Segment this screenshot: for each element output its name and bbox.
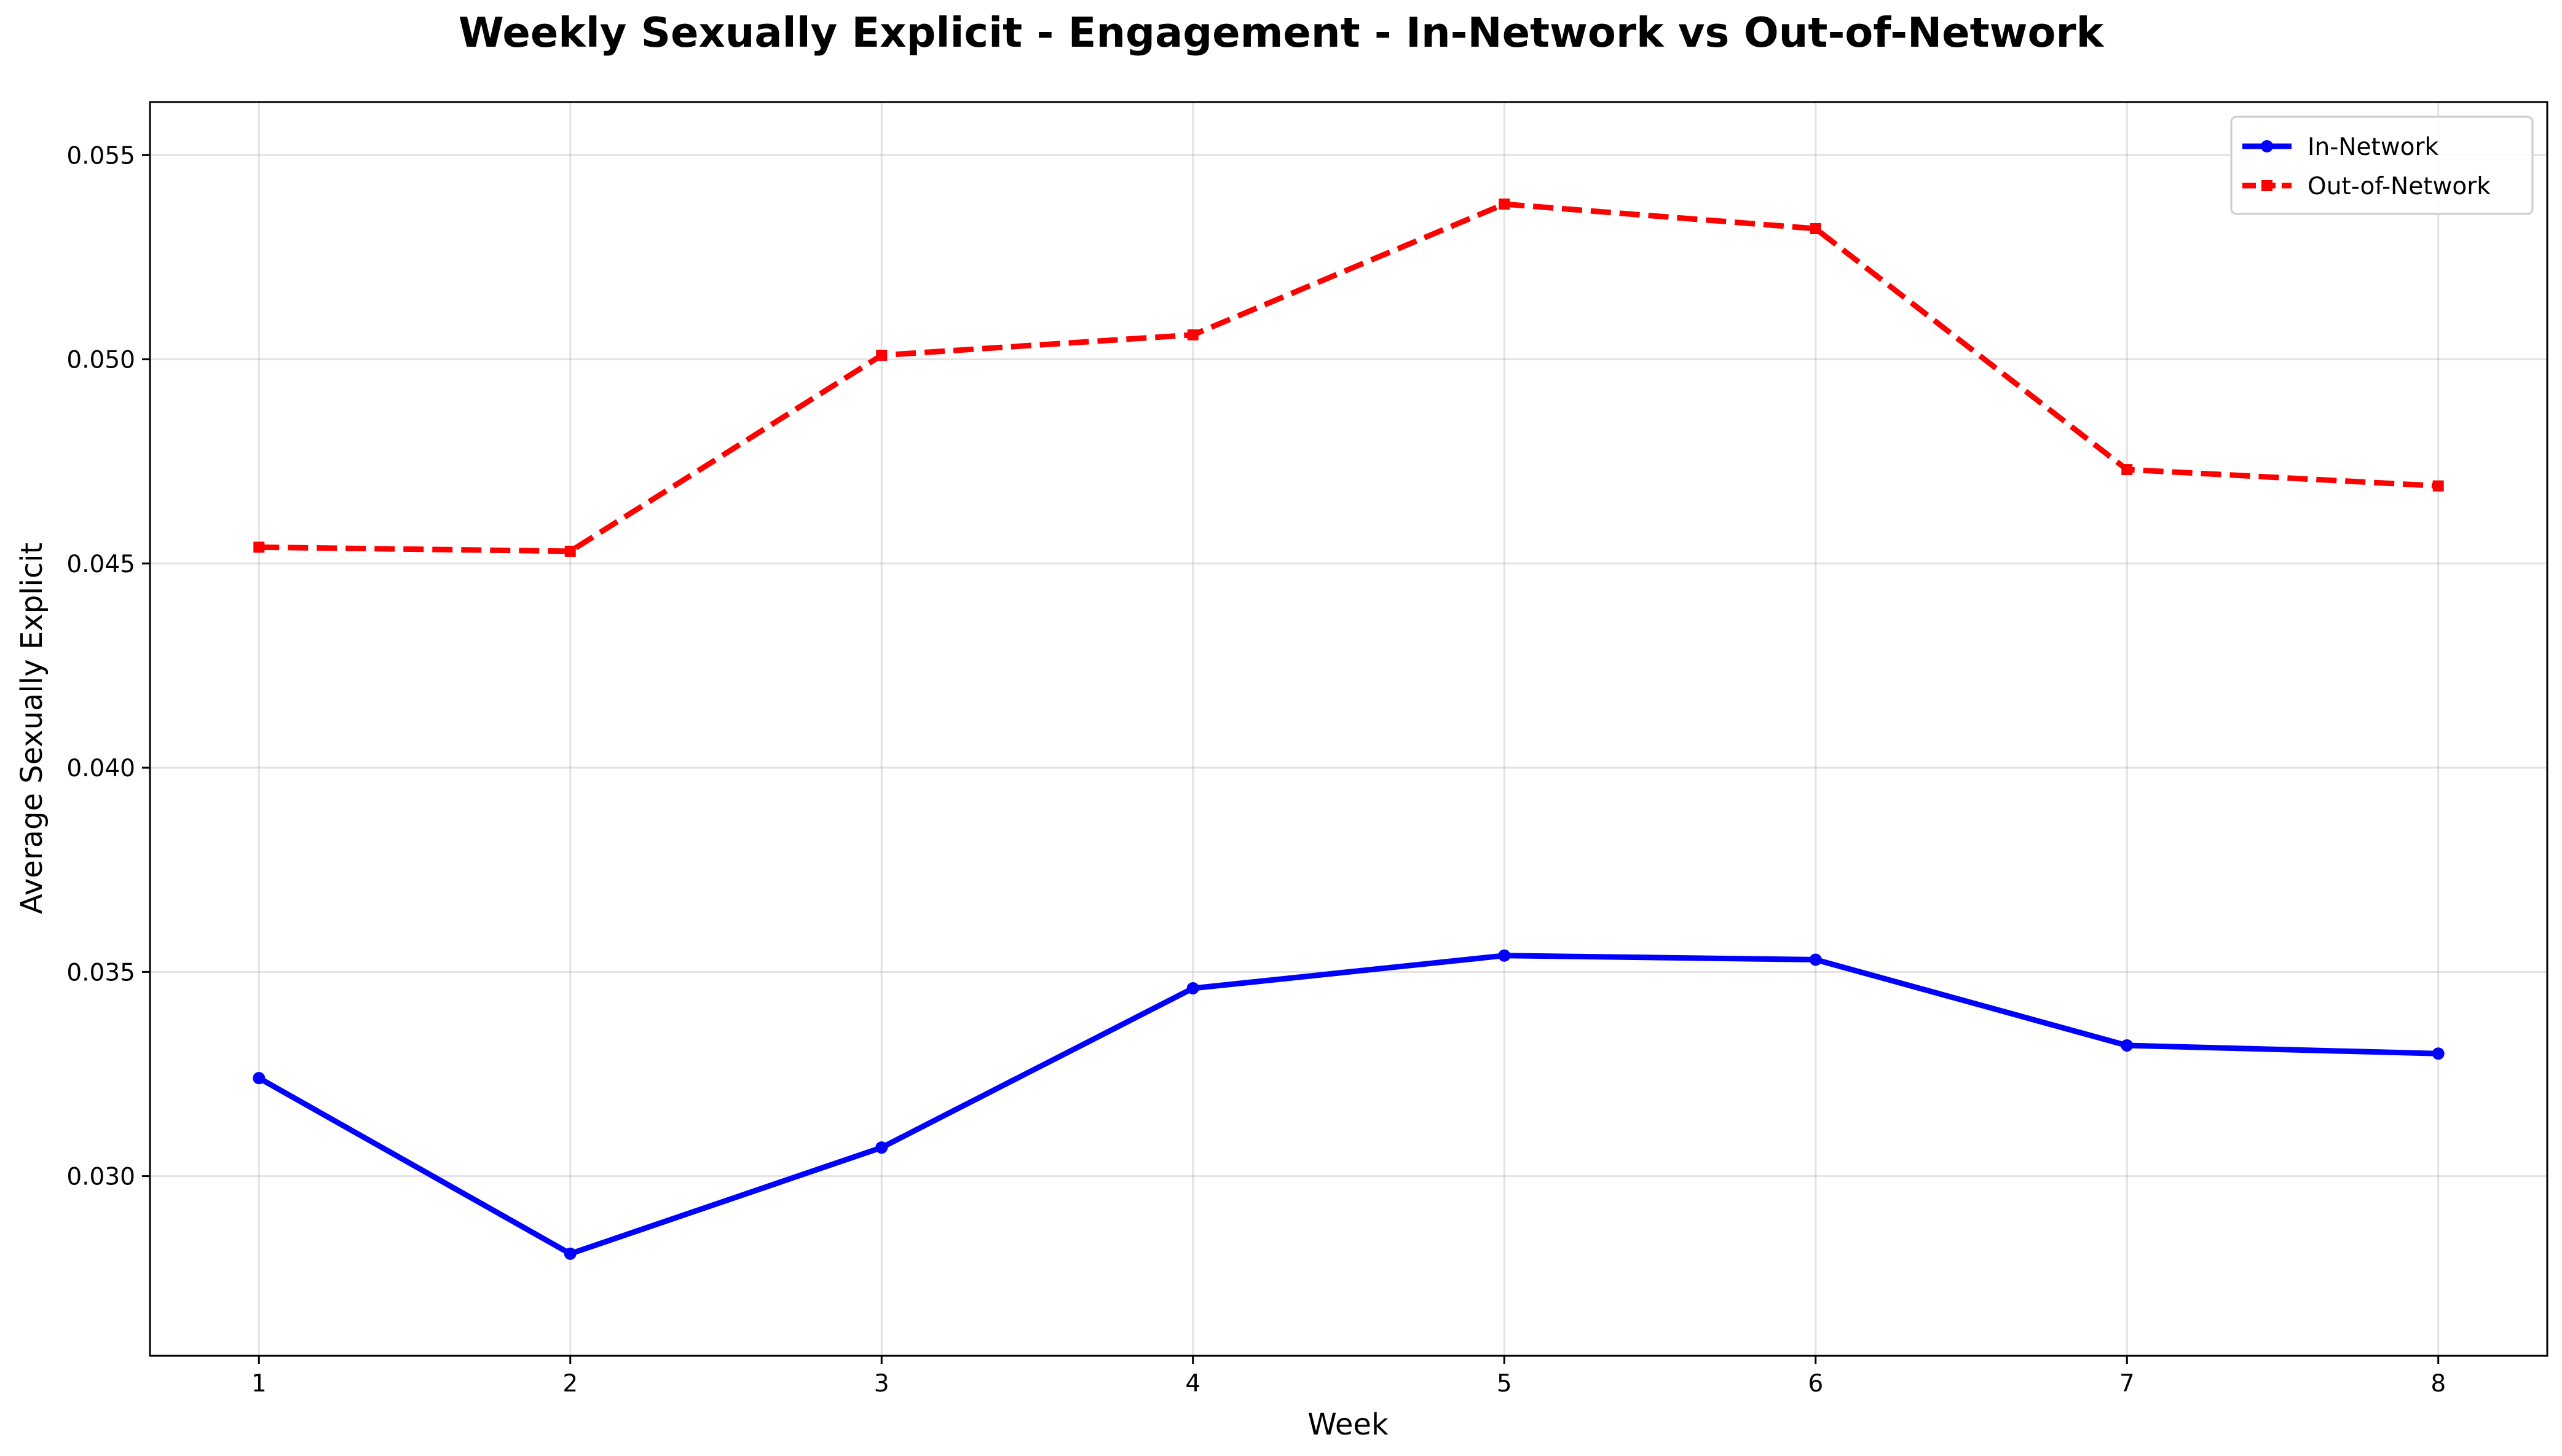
data-point	[2432, 1047, 2445, 1060]
x-axis-label: Week	[1307, 1407, 1389, 1442]
data-point	[876, 349, 888, 361]
y-tick-label: 0.035	[66, 959, 135, 986]
y-tick-label: 0.040	[66, 755, 135, 782]
data-point	[875, 1141, 888, 1154]
y-axis-label: Average Sexually Explicit	[15, 543, 49, 915]
data-point	[1498, 949, 1511, 962]
data-point	[1809, 953, 1822, 966]
grid-layer	[150, 102, 2547, 1356]
data-point	[1187, 329, 1199, 340]
y-tick-label: 0.050	[66, 347, 135, 374]
legend-marker	[2261, 140, 2273, 152]
x-tick-label: 1	[251, 1370, 267, 1398]
axes-layer: 1 2 3 4 5 6 7 8 0.030 0.035 0.040 0.045 0.050 0.055	[66, 101, 2548, 1398]
x-tick-label: 7	[2119, 1370, 2135, 1398]
legend-label: In-Network	[2308, 133, 2439, 161]
y-tick-label: 0.055	[66, 142, 135, 170]
data-point	[253, 1072, 266, 1085]
series-out-of-network	[253, 199, 2444, 557]
legend-label: Out-of-Network	[2308, 173, 2491, 200]
series-layer	[253, 199, 2445, 1260]
data-point	[1810, 222, 1821, 234]
plot-frame	[149, 101, 2548, 1357]
data-point	[2121, 1039, 2134, 1052]
data-point	[1186, 982, 1199, 994]
data-point	[564, 1247, 577, 1260]
series-line	[259, 201, 2438, 554]
data-point	[253, 541, 265, 553]
legend-marker	[2261, 180, 2272, 191]
legend: In-Network Out-of-Network	[2230, 116, 2534, 215]
legend-box	[2230, 116, 2534, 215]
legend-item: Out-of-Network	[2242, 173, 2491, 200]
series-in-network	[253, 949, 2445, 1260]
data-point	[1499, 199, 1510, 210]
x-tick-label: 5	[1497, 1370, 1512, 1398]
chart-title: Weekly Sexually Explicit - Engagement - …	[459, 9, 2105, 57]
x-tick-label: 8	[2430, 1370, 2446, 1398]
data-point	[2432, 480, 2444, 492]
data-point	[564, 545, 576, 557]
x-tick-label: 3	[874, 1370, 889, 1398]
legend-item: In-Network	[2242, 133, 2439, 161]
y-tick-label: 0.045	[66, 551, 135, 578]
x-tick-label: 2	[562, 1370, 578, 1398]
x-tick-label: 6	[1808, 1370, 1823, 1398]
y-tick-label: 0.030	[66, 1163, 135, 1191]
series-line	[256, 953, 2442, 1257]
x-tick-label: 4	[1185, 1370, 1200, 1398]
data-point	[2121, 464, 2133, 476]
